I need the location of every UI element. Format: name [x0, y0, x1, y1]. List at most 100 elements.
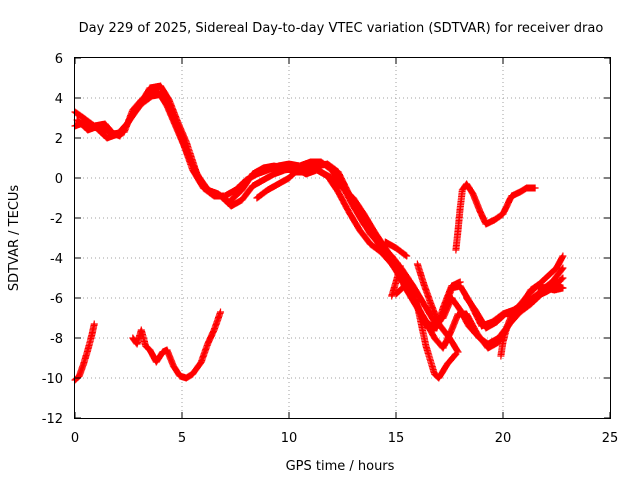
data-markers [409, 290, 425, 321]
data-markers [401, 282, 416, 297]
grid [75, 58, 610, 418]
data-point [559, 264, 567, 272]
series-pass-m [129, 308, 225, 382]
data-markers [169, 362, 183, 379]
data-point [559, 284, 567, 292]
data-markers [95, 122, 112, 135]
data-markers [471, 306, 489, 331]
data-markers [317, 168, 335, 181]
data-markers [544, 265, 560, 280]
x-tick-label: 0 [71, 431, 79, 446]
data-markers [371, 228, 388, 251]
data-markers [448, 311, 461, 334]
data-point [531, 184, 539, 192]
data-markers [80, 347, 91, 368]
y-tick-label: -8 [50, 332, 63, 347]
data-markers [510, 301, 525, 314]
data-markers [163, 346, 177, 369]
x-tick-label: 5 [178, 431, 186, 446]
data-markers [197, 341, 211, 366]
data-markers [490, 211, 506, 224]
y-axis-label: SDTVAR / TECUs [7, 185, 22, 292]
x-tick-label: 15 [388, 431, 405, 446]
data-markers [324, 160, 341, 175]
data-markers [270, 166, 288, 178]
data-markers [392, 264, 404, 286]
data-markers [527, 291, 545, 308]
data-markers [142, 342, 153, 353]
data-markers [422, 342, 438, 376]
data-point [90, 320, 98, 328]
data-markers [349, 194, 367, 217]
data-markers [306, 160, 324, 175]
data-markers [476, 206, 489, 227]
data-markers [392, 244, 410, 259]
data-markers [206, 188, 223, 200]
data-markers [439, 283, 455, 312]
series-pass-e [381, 238, 411, 260]
data-markers [345, 208, 363, 233]
data-markers [274, 175, 292, 188]
data-markers [328, 174, 346, 191]
series-pass-k [497, 252, 567, 360]
data-markers [195, 174, 213, 195]
data-markers [426, 298, 442, 327]
data-markers [499, 324, 511, 346]
data-markers [73, 116, 91, 133]
series-pass-f [388, 262, 404, 300]
data-markers [463, 180, 476, 197]
data-markers [84, 332, 96, 354]
chart-title: Day 229 of 2025, Sidereal Day-to-day VTE… [79, 21, 604, 36]
x-tick-label: 10 [281, 431, 298, 446]
data-markers [210, 309, 224, 334]
data-markers [409, 282, 427, 307]
data-markers [503, 307, 517, 330]
data-markers [435, 361, 451, 382]
data-point [217, 308, 225, 316]
x-tick-label: 20 [495, 431, 512, 446]
y-tick-label: 2 [55, 132, 63, 147]
y-tick-label: 0 [55, 172, 63, 187]
data-markers [527, 281, 542, 294]
data-markers [356, 212, 374, 237]
data-markers [238, 171, 256, 194]
data-markers [381, 238, 399, 251]
data-markers [366, 240, 384, 255]
y-tick-label: -10 [42, 372, 63, 387]
y-tick-label: 4 [55, 92, 63, 107]
data-markers [189, 359, 204, 378]
data-markers [499, 193, 515, 218]
data-markers [435, 320, 453, 341]
data-markers [484, 339, 502, 352]
data-markers [127, 101, 145, 122]
data-markers [469, 190, 483, 213]
data-markers [159, 90, 175, 117]
data-markers [518, 287, 534, 308]
data-markers [420, 280, 434, 305]
data-markers [249, 177, 266, 190]
data-markers [285, 165, 303, 182]
data-markers [259, 171, 277, 184]
plot-series [71, 82, 567, 384]
data-markers [418, 314, 431, 331]
data-point [396, 262, 404, 270]
data-markers [176, 130, 192, 159]
data-markers [356, 226, 374, 247]
data-markers [217, 192, 234, 209]
data-markers [116, 115, 134, 140]
axis-ticks: 0 5 10 15 20 25 -12 -10 -8 -6 -4 -2 0 2 4 6 [42, 52, 619, 446]
data-markers [334, 188, 352, 215]
data-markers [377, 248, 395, 267]
y-tick-label: -6 [50, 292, 63, 307]
data-point [559, 252, 567, 260]
data-markers [264, 181, 281, 194]
series-pass-i [452, 180, 539, 254]
y-tick-label: -4 [50, 252, 63, 267]
y-tick-label: 6 [55, 52, 63, 67]
series-pass-h [413, 260, 462, 356]
data-markers [463, 310, 481, 337]
data-markers [473, 330, 491, 351]
data-markers [152, 349, 166, 366]
x-axis-label: GPS time / hours [286, 459, 395, 474]
